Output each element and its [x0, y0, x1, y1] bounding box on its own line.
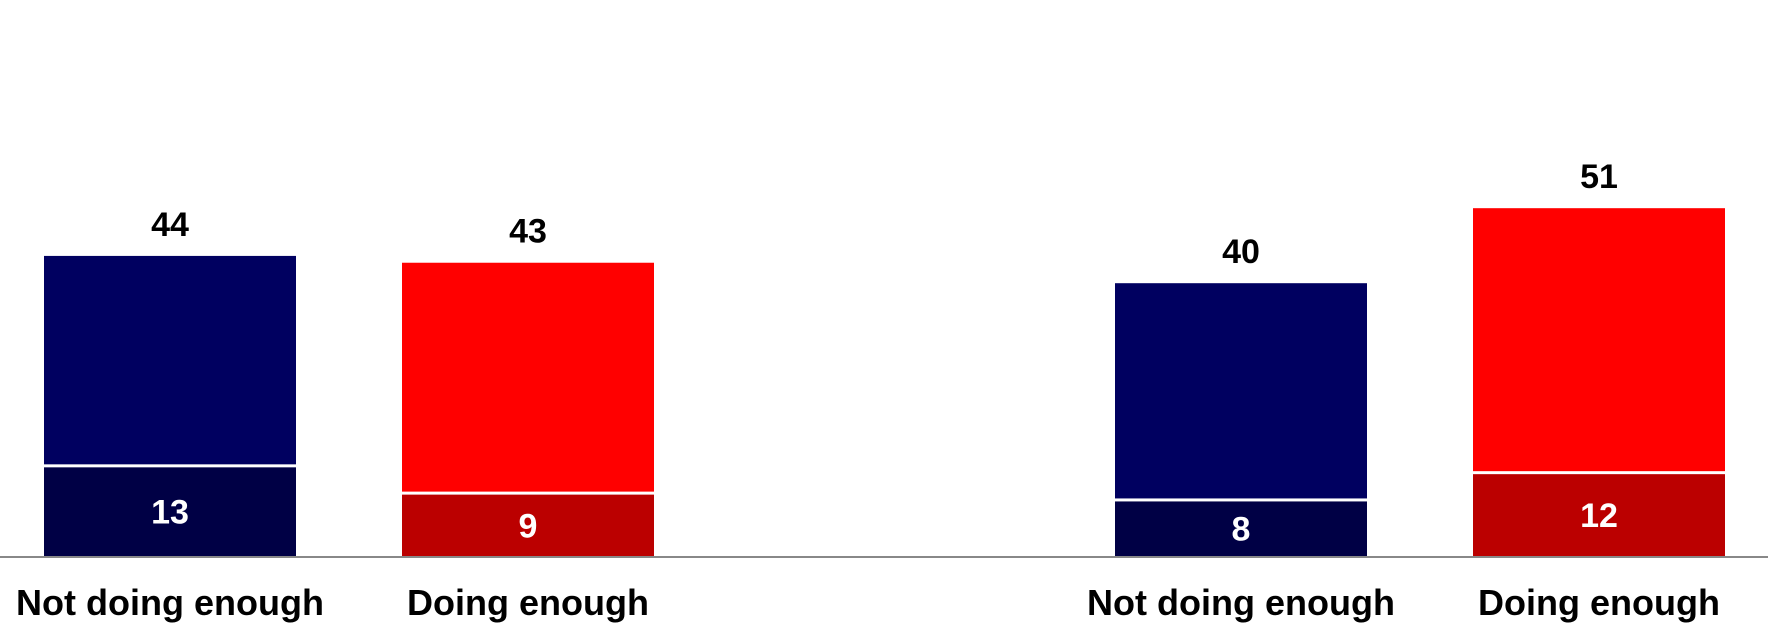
bar-segment-label: 8: [1232, 511, 1251, 549]
bar-segment-rest: [1115, 283, 1367, 499]
bar-segment-base: [44, 467, 296, 556]
bar-segment-label: 13: [151, 494, 189, 532]
category-label: Not doing enough: [1087, 582, 1395, 623]
bar-segment-base: [402, 494, 654, 556]
category-label: Doing enough: [1478, 582, 1720, 623]
labels-group: 44 13 Not doing enough 43 9 Doing enough 40 8 No…: [16, 158, 1720, 623]
bar-segment-base: [1115, 501, 1367, 556]
bar-segment-base: [1473, 474, 1725, 556]
bar-segment-label: 9: [519, 507, 538, 545]
bar-total-label: 43: [509, 213, 547, 251]
category-label: Doing enough: [407, 582, 649, 623]
bar-segment-label: 12: [1580, 497, 1618, 535]
bar-segment-rest: [402, 262, 654, 492]
bar-segment-rest: [44, 255, 296, 465]
category-label: Not doing enough: [16, 582, 324, 623]
bar-segment-rest: [1473, 208, 1725, 472]
bar-total-label: 44: [151, 206, 189, 244]
bar-total-label: 40: [1222, 233, 1260, 271]
bar-total-label: 51: [1580, 158, 1618, 196]
bars-group: [44, 208, 1725, 556]
